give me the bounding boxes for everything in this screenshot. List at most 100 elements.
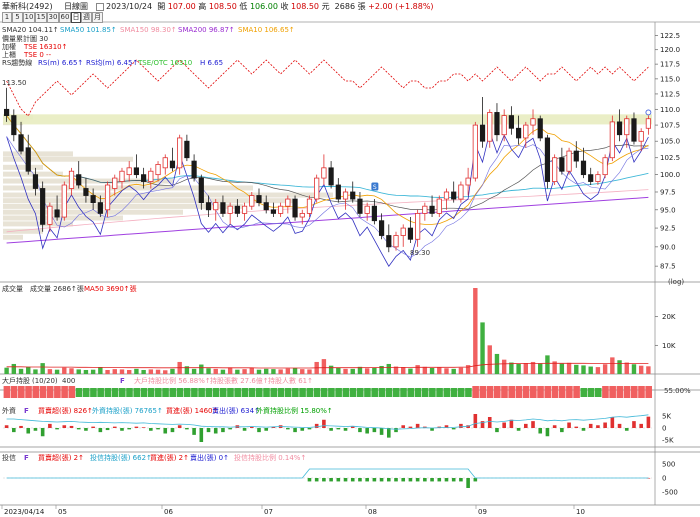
- sma150-label[interactable]: SMA150 98.30↑: [120, 26, 177, 34]
- trust-bar-44: [322, 478, 326, 482]
- timeframe-1[interactable]: 5: [12, 12, 23, 23]
- trust-tick-label-2: -500: [662, 489, 678, 497]
- foreign-bar-59: [430, 428, 434, 431]
- holder-f-icon[interactable]: F: [120, 377, 125, 385]
- timeframe-3[interactable]: 15: [35, 12, 47, 23]
- rs-trend-line: [6, 59, 649, 117]
- foreign-bar-50: [365, 428, 369, 434]
- holder-bar-87: [630, 386, 638, 398]
- foreign-panel-title: 外資: [2, 407, 16, 415]
- foreign-bar-12: [91, 426, 95, 428]
- stock-name[interactable]: 華新科(2492): [2, 2, 53, 11]
- trust-ratio-label: 投信持股比例 0.14%↑: [234, 454, 307, 462]
- trust-bar-46: [336, 478, 341, 482]
- candle-body-45: [328, 167, 334, 186]
- timeframe-8[interactable]: 月: [92, 12, 103, 23]
- foreign-ratio-label: 外資持股比例 15.80%↑: [256, 407, 333, 415]
- foreign-bar-43: [314, 423, 319, 428]
- volume-bar-69: [501, 359, 507, 374]
- volume-bar-32: [235, 369, 240, 374]
- trust-bar-53: [386, 478, 391, 482]
- timeframe-4[interactable]: 30: [47, 12, 59, 23]
- sma50-label[interactable]: SMA50 101.85↑: [60, 26, 117, 34]
- rs-trend-label[interactable]: RS趨勢線: [2, 59, 33, 67]
- timeframe-5[interactable]: 60: [59, 12, 71, 23]
- candle-body-55: [400, 227, 406, 236]
- volume-bar-62: [451, 368, 456, 374]
- volume-bar-29: [213, 368, 218, 374]
- timeframe-7[interactable]: 週: [81, 12, 92, 23]
- trust-bar-62: [451, 478, 456, 482]
- y-tick-label-13: 90.0: [660, 243, 676, 251]
- candle-body-2: [18, 134, 24, 152]
- open-value: 107.00: [167, 2, 196, 11]
- tse-zero-label[interactable]: TSE 0 --: [24, 51, 52, 59]
- candle-body-42: [306, 198, 313, 214]
- timeframe-0[interactable]: 1: [2, 12, 12, 23]
- holder-bar-54: [393, 388, 400, 397]
- holder-bar-12: [90, 388, 97, 397]
- y-tick-label-2: 117.5: [660, 61, 680, 69]
- trust-f-icon[interactable]: F: [24, 454, 29, 462]
- candle-body-48: [350, 191, 356, 200]
- timeframe-6[interactable]: 日: [71, 12, 81, 23]
- holder-bar-17: [126, 388, 133, 397]
- foreign-bar-67: [487, 417, 492, 428]
- foreign-f-icon[interactable]: F: [24, 407, 29, 415]
- foreign-bar-20: [149, 428, 153, 431]
- foreign-bar-75: [545, 428, 550, 437]
- volume-bar-87: [631, 364, 637, 374]
- compare-checkbox[interactable]: [96, 2, 104, 11]
- sma20-label[interactable]: SMA20 104.11↑: [2, 26, 59, 34]
- holder-bar-33: [241, 388, 249, 397]
- candle-body-31: [227, 205, 233, 214]
- candle-body-5: [40, 188, 46, 225]
- signal-marker-text: S: [373, 184, 377, 191]
- timeframe-2[interactable]: 10: [23, 12, 35, 23]
- sma10-label[interactable]: SMA10 106.65↑: [238, 26, 295, 34]
- volume-bar-88: [638, 365, 644, 374]
- tse-index-label[interactable]: TSE 16310↑: [24, 43, 68, 51]
- holder-bar-7: [54, 386, 61, 398]
- holder-bar-27: [198, 388, 205, 397]
- volume-bar-6: [47, 369, 53, 374]
- volume-bar-23: [170, 368, 175, 374]
- foreign-bar-51: [372, 428, 377, 433]
- candle-body-46: [335, 184, 341, 200]
- y-tick-label-1: 120.0: [660, 46, 680, 54]
- volume-bar-25: [184, 366, 190, 374]
- foreign-bar-39: [286, 428, 290, 430]
- foreign-bar-34: [249, 426, 254, 428]
- volume-bar-53: [386, 363, 391, 374]
- volume-panel-title: 成交量: [2, 285, 23, 293]
- volume-profile-bar-9: [3, 209, 183, 215]
- candle-body-17: [126, 167, 132, 176]
- volume-bar-81: [588, 366, 593, 374]
- candle-body-9: [68, 170, 75, 189]
- candle-body-11: [83, 188, 89, 196]
- price-volume-label[interactable]: 價量累計圖 30: [2, 35, 49, 43]
- vol-tick-label-1: 10K: [662, 342, 676, 350]
- trust-bar-63: [459, 478, 463, 482]
- volume-bar-61: [444, 368, 449, 374]
- volume-ma50-line: [6, 362, 649, 369]
- holder-count-select[interactable]: 400: [62, 377, 76, 385]
- sma200-label[interactable]: SMA200 96.87↑: [178, 26, 235, 34]
- foreign-bar-84: [610, 417, 615, 428]
- holder-bar-65: [472, 386, 479, 398]
- holder-bar-88: [638, 386, 645, 398]
- holder-bar-79: [573, 386, 580, 398]
- foreign-bar-66: [480, 421, 485, 428]
- candle-body-87: [631, 118, 637, 142]
- log-scale-label[interactable]: (log): [668, 278, 685, 286]
- candle-body-18: [133, 167, 140, 176]
- candle-body-69: [501, 115, 507, 136]
- foreign-bar-56: [408, 426, 413, 428]
- holder-bar-31: [227, 388, 234, 397]
- volume-bar-56: [408, 368, 413, 374]
- candle-body-78: [566, 150, 572, 172]
- price-band: [3, 114, 652, 125]
- trust-bar-60: [437, 478, 442, 482]
- y-tick-label-7: 105.0: [660, 138, 680, 146]
- holder-bar-62: [450, 388, 458, 397]
